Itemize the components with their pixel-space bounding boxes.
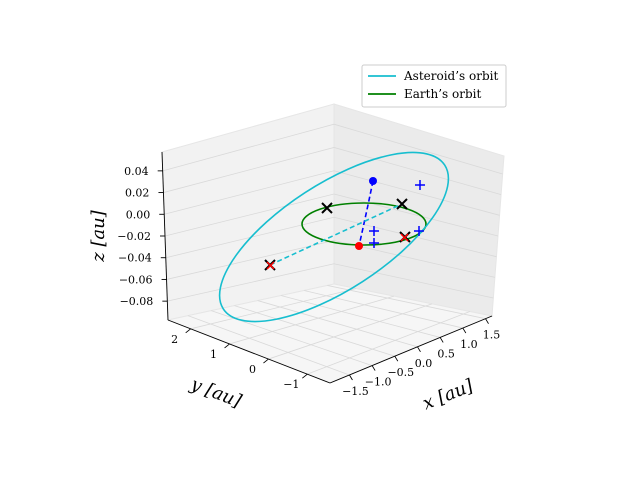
x-axis-spine bbox=[329, 315, 493, 384]
x-marker bbox=[321, 202, 333, 214]
x-tick bbox=[485, 318, 489, 324]
x-tick-label: 0.0 bbox=[415, 357, 433, 370]
y-axis-spine bbox=[167, 319, 331, 384]
legend: Asteroid’s orbit Earth’s orbit bbox=[361, 64, 507, 108]
z-tick-label: 0.04 bbox=[124, 165, 149, 178]
x-marker bbox=[400, 233, 409, 242]
z-tick-label: 0.02 bbox=[125, 187, 150, 200]
x-gridline bbox=[257, 300, 418, 348]
x-gridline bbox=[327, 285, 486, 320]
x-tick bbox=[349, 374, 353, 381]
tick-labels: 0.04 0.02 0.00 −0.02 −0.04 −0.06 −0.08 −1 0 1 2 −1.… bbox=[117, 165, 500, 398]
y-axis-label: y [au] bbox=[187, 373, 245, 412]
blue-plus-markers bbox=[369, 180, 425, 248]
z-tick-label: 0.00 bbox=[126, 208, 151, 221]
y-gridline bbox=[268, 303, 433, 360]
plus-marker bbox=[414, 226, 424, 236]
x-tick bbox=[371, 365, 376, 371]
z-tick-label: −0.08 bbox=[120, 295, 154, 308]
asteroid-orbit bbox=[218, 151, 450, 323]
pane-left bbox=[161, 103, 335, 321]
tick-marks bbox=[157, 170, 489, 381]
x-gridline bbox=[187, 315, 350, 376]
x-marker bbox=[396, 198, 408, 210]
z-tick-label: −0.02 bbox=[117, 230, 151, 243]
y-tick bbox=[224, 343, 230, 349]
x-gridline bbox=[280, 295, 441, 338]
line-of-nodes-dashed bbox=[269, 203, 403, 266]
z-tick-label: −0.04 bbox=[118, 252, 152, 265]
x-gridline bbox=[304, 290, 463, 329]
y-tick-label: 1 bbox=[210, 348, 217, 361]
x-axis-label: x [au] bbox=[420, 375, 477, 414]
y-gridline bbox=[307, 311, 471, 375]
red-x-markers bbox=[266, 233, 409, 270]
y-tick-label: −1 bbox=[283, 378, 299, 391]
z-gridline bbox=[164, 193, 499, 237]
x-tick bbox=[394, 355, 399, 362]
x-tick bbox=[462, 327, 467, 334]
x-tick bbox=[439, 337, 444, 343]
y-tick-label: 0 bbox=[249, 363, 256, 376]
z-gridline bbox=[166, 240, 495, 280]
x-tick-label: −0.5 bbox=[387, 366, 414, 379]
earth-position-dot bbox=[355, 242, 363, 250]
x-tick-label: 0.5 bbox=[437, 347, 455, 360]
y-tick bbox=[185, 328, 191, 334]
plus-marker bbox=[369, 238, 379, 248]
legend-label-asteroid: Asteroid’s orbit bbox=[403, 69, 498, 83]
z-gridline bbox=[167, 263, 494, 302]
y-gridline bbox=[229, 295, 395, 345]
y-gridline bbox=[190, 288, 357, 330]
x-tick-label: 1.0 bbox=[460, 338, 478, 351]
z-axis-label: z [au] bbox=[88, 209, 109, 263]
x-tick-label: 1.5 bbox=[483, 329, 501, 342]
x-marker bbox=[266, 261, 275, 270]
z-gridline bbox=[164, 170, 500, 216]
y-tick-label: 2 bbox=[171, 333, 178, 346]
x-gridline bbox=[234, 305, 395, 357]
plus-marker bbox=[369, 226, 379, 236]
x-tick-label: −1.5 bbox=[342, 385, 369, 398]
plus-marker bbox=[415, 180, 425, 190]
legend-box bbox=[361, 64, 507, 108]
z-tick-label: −0.06 bbox=[119, 273, 153, 286]
z-gridline bbox=[162, 123, 503, 175]
z-gridline bbox=[163, 147, 502, 196]
asteroid-position-dot bbox=[369, 177, 377, 185]
x-tick bbox=[417, 346, 421, 353]
z-gridline bbox=[165, 216, 497, 259]
y-tick bbox=[302, 373, 308, 379]
y-tick bbox=[263, 358, 269, 364]
x-tick-label: −1.0 bbox=[365, 376, 392, 389]
connector-blue-dashed bbox=[358, 180, 374, 247]
legend-label-earth: Earth’s orbit bbox=[404, 87, 481, 101]
earth-orbit bbox=[301, 202, 427, 246]
